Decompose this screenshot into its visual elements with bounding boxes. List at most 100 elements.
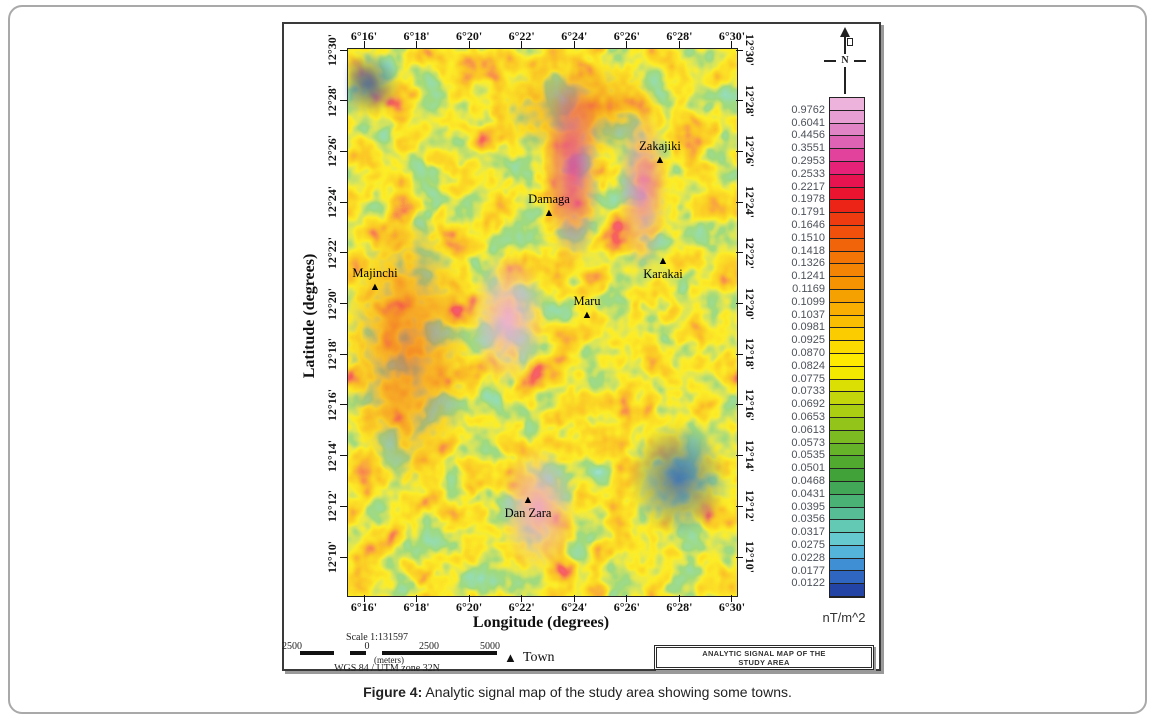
town-legend: ▲ Town [504, 650, 555, 666]
colorbar-value: 0.1099 [791, 295, 825, 308]
tick-mark [340, 252, 347, 254]
town-marker: ▲ [369, 281, 381, 293]
tick-mark [340, 201, 347, 203]
colorbar-swatch [830, 520, 864, 534]
colorbar-swatch [830, 238, 864, 252]
colorbar-swatch [830, 136, 864, 150]
tick-mark [468, 595, 470, 602]
tick-mark [340, 505, 347, 507]
lat-tick-label-right: 12°16' [743, 388, 757, 421]
lat-tick-label-left: 12°10' [325, 540, 339, 574]
colorbar-swatch [830, 379, 864, 393]
colorbar-value: 0.0395 [791, 500, 825, 513]
lon-tick-label-bottom: 6°16' [350, 600, 378, 614]
colorbar-value: 0.0122 [791, 577, 825, 590]
figure-frame: ▲ Majinchi ▲ Damaga ▲ Zakajiki ▲ Karakai ▲ Maru ▲ D… [282, 22, 881, 674]
tick-mark [363, 41, 365, 48]
colorbar-value: 0.2217 [791, 180, 825, 193]
colorbar-swatch [830, 584, 864, 598]
colorbar-value: 0.1169 [792, 283, 825, 295]
map-title-box: ANALYTIC SIGNAL MAP OF THE STUDY AREA [654, 645, 874, 670]
town-marker: ▲ [654, 154, 666, 166]
tick-mark [340, 303, 347, 304]
colorbar-value: 0.0228 [791, 551, 825, 564]
colorbar-swatch [830, 558, 864, 572]
y-axis-title: Latitude (degrees) [301, 253, 318, 379]
colorbar-value: 0.0981 [791, 321, 825, 334]
colorbar-swatch [830, 430, 864, 444]
colorbar-swatch [830, 469, 864, 482]
lat-tick-label-right: 12°30' [743, 33, 757, 67]
lon-tick-label-bottom: 6°30' [718, 600, 746, 614]
colorbar-swatch [830, 213, 864, 226]
colorbar-value: 0.0925 [791, 334, 825, 347]
scalebar-number: 0 [364, 641, 370, 652]
tick-mark [736, 303, 743, 304]
colorbar-swatch [830, 289, 864, 303]
lat-tick-label-right: 12°28' [743, 84, 757, 117]
tick-mark [736, 556, 743, 558]
lat-tick-label-right: 12°22' [743, 236, 757, 269]
lon-tick-label-top: 6°24' [561, 29, 588, 43]
tick-mark [468, 41, 470, 48]
tick-mark [340, 404, 347, 406]
north-arrow-dash-left [824, 60, 836, 62]
colorbar-value: 0.0613 [791, 423, 825, 436]
colorbar-value: 0.1418 [791, 244, 825, 257]
tick-mark [573, 595, 575, 602]
x-axis-title: Longitude (degrees) [472, 614, 610, 631]
north-arrow-flag [847, 38, 853, 46]
lat-tick-label-right: 12°14' [743, 439, 757, 472]
town-label: Damaga [528, 192, 570, 206]
page-border [8, 5, 1147, 714]
lat-tick-label-left: 12°14' [325, 439, 339, 472]
colorbar-swatch [830, 366, 864, 380]
colorbar-swatch [830, 161, 864, 175]
colorbar-value: 0.1791 [791, 206, 825, 219]
lon-tick-label-top: 6°22' [508, 29, 535, 43]
lat-tick-label-right: 12°26' [743, 135, 757, 168]
colorbar-value: 0.2533 [791, 167, 825, 180]
colorbar-value: 0.0275 [791, 539, 825, 551]
tick-mark [731, 41, 733, 48]
tick-mark [573, 41, 575, 48]
lon-tick-label-top: 6°20' [456, 29, 483, 43]
tick-mark [736, 455, 743, 457]
colorbar-swatch [830, 571, 864, 585]
colorbar-value: 0.0501 [791, 462, 825, 475]
colorbar-swatch [830, 187, 864, 201]
town-label: Zakajiki [639, 139, 681, 153]
colorbar-value: 0.0431 [791, 487, 825, 500]
colorbar-value: 0.0177 [791, 564, 825, 577]
town-triangle-icon: ▲ [504, 650, 517, 665]
lat-tick-label-left: 12°16' [325, 388, 339, 421]
town-legend-label: Town [522, 650, 555, 665]
lon-tick-label-bottom: 6°26' [613, 600, 640, 614]
colorbar-swatch [830, 533, 864, 546]
colorbar-value: 0.1978 [791, 193, 825, 206]
town-marker: ▲ [657, 255, 669, 267]
scalebar-unit: (meters) [374, 655, 404, 665]
colorbar-swatch [830, 302, 864, 316]
lat-tick-label-left: 12°26' [325, 135, 339, 168]
colorbar-swatch [830, 353, 864, 367]
lat-tick-label-right: 12°24' [743, 186, 757, 219]
colorbar-value: 0.9762 [791, 103, 825, 116]
colorbar-value: 0.1037 [791, 308, 825, 321]
map-title-box-inner: ANALYTIC SIGNAL MAP OF THE STUDY AREA [656, 647, 872, 668]
colorbar-value: 0.3551 [791, 142, 825, 155]
colorbar-swatch [830, 443, 864, 457]
town-label: Dan Zara [504, 506, 552, 520]
colorbar-swatch [830, 225, 864, 239]
tick-mark [736, 404, 743, 406]
colorbar-value: 0.1241 [791, 270, 825, 283]
tick-mark [736, 100, 743, 102]
town-label: Maru [573, 294, 601, 308]
figure-caption-text: Analytic signal map of the study area sh… [425, 684, 792, 700]
scalebar-notch [334, 651, 350, 655]
tick-mark [521, 41, 523, 48]
tick-mark [736, 150, 743, 152]
town-marker: ▲ [522, 494, 534, 506]
colorbar-value: 0.0824 [791, 359, 825, 372]
colorbar-swatch [830, 417, 864, 431]
